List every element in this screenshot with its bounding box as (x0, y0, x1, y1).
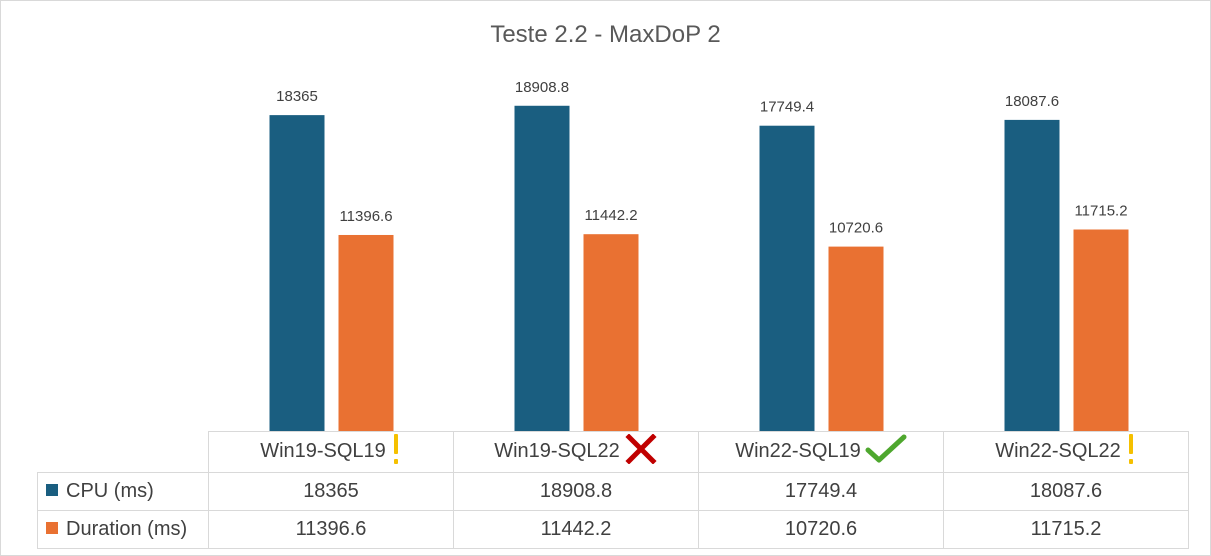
category-label: Win19-SQL22 (494, 440, 620, 463)
category-header: Win22-SQL22 (943, 431, 1189, 473)
bar-duration-3 (1073, 229, 1129, 431)
bar-cpu-2 (759, 125, 815, 431)
status-icon-2 (865, 434, 907, 470)
warning-icon (393, 434, 398, 464)
status-icon-3 (1125, 432, 1137, 472)
data-table: Win19-SQL19 Win19-SQL22 Win22-SQL19 Win2… (37, 431, 1189, 549)
table-cell: 11442.2 (453, 510, 699, 549)
bar-duration-2 (828, 246, 884, 431)
data-label: 18087.6 (1005, 93, 1059, 110)
table-cell: 17749.4 (698, 472, 944, 511)
bar-cpu-0 (269, 115, 325, 431)
check-icon (865, 434, 907, 463)
table-cell: 18087.6 (943, 472, 1189, 511)
bar-cpu-1 (514, 105, 570, 431)
legend-entry-duration: Duration (ms) (37, 510, 209, 549)
data-label: 11715.2 (1074, 202, 1127, 219)
table-row-duration: Duration (ms) 11396.6 11442.2 10720.6 11… (37, 510, 1189, 549)
legend-swatch-duration (46, 521, 58, 534)
status-icon-0 (390, 432, 402, 472)
bar-duration-1 (583, 234, 639, 431)
data-label: 18908.8 (515, 79, 569, 96)
table-header-row: Win19-SQL19 Win19-SQL22 Win22-SQL19 Win2… (38, 431, 1189, 473)
table-cell: 10720.6 (698, 510, 944, 549)
bar-cpu-3 (1004, 119, 1060, 431)
category-header: Win19-SQL22 (453, 431, 699, 473)
data-label: 11396.6 (339, 208, 392, 225)
cross-icon (625, 433, 657, 465)
chart-title: Teste 2.2 - MaxDoP 2 (490, 21, 721, 48)
category-label: Win22-SQL19 (735, 440, 861, 463)
category-header: Win22-SQL19 (698, 431, 944, 473)
data-label: 18365 (276, 88, 318, 105)
legend-swatch-cpu (46, 483, 58, 496)
table-cell: 18908.8 (453, 472, 699, 511)
data-label: 10720.6 (829, 220, 883, 237)
legend-entry-cpu: CPU (ms) (37, 472, 209, 511)
bar-duration-0 (338, 234, 394, 431)
table-cell: 11715.2 (943, 510, 1189, 549)
category-label: Win22-SQL22 (995, 440, 1121, 463)
category-header: Win19-SQL19 (208, 431, 454, 473)
plot-area: 18365 18908.8 17749.4 18087.6 11396.6 11442.2… (269, 79, 1129, 431)
table-row-cpu: CPU (ms) 18365 18908.8 17749.4 18087.6 (37, 472, 1189, 511)
table-cell: 18365 (208, 472, 454, 511)
category-label: Win19-SQL19 (260, 440, 386, 463)
table-corner (38, 432, 209, 473)
data-label: 17749.4 (760, 99, 814, 116)
series-name: Duration (ms) (66, 518, 188, 540)
series-name: CPU (ms) (66, 480, 154, 502)
status-icon-1 (624, 433, 658, 470)
data-label: 11442.2 (584, 207, 637, 224)
warning-icon (1128, 434, 1133, 464)
table-cell: 11396.6 (208, 510, 454, 549)
